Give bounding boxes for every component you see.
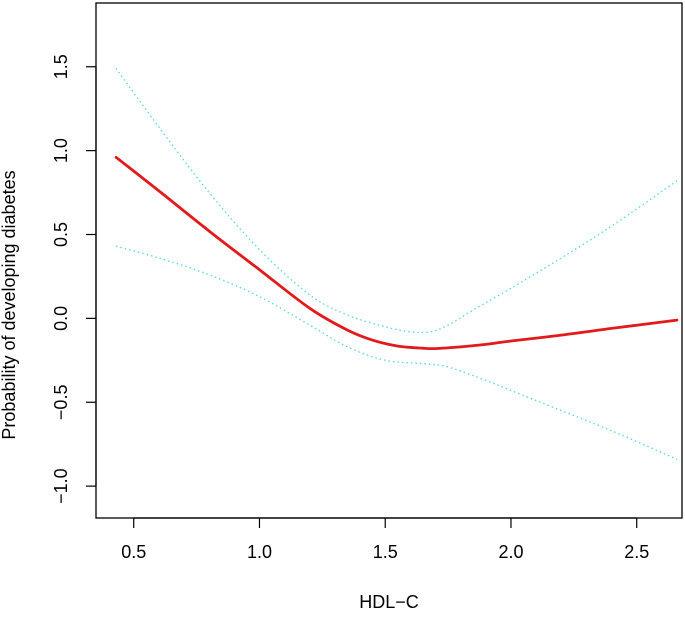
y-tick-label: 1.5 [51,54,71,79]
series-upper-ci-line [115,67,678,334]
x-tick-label: 0.5 [121,542,146,562]
x-tick-label: 2.5 [624,542,649,562]
y-tick-label: −1.0 [51,468,71,504]
x-tick-label: 2.0 [498,542,523,562]
y-tick-label: 1.0 [51,138,71,163]
x-axis-title: HDL−C [359,592,419,612]
y-tick-label: −0.5 [51,385,71,421]
series-estimate-line [114,155,679,351]
series-lower-ci-line [115,245,678,460]
curve-layer [114,67,679,460]
plot-frame [95,2,683,519]
y-axis-title: Probability of developing diabetes [0,170,19,439]
x-tick-label: 1.5 [373,542,398,562]
y-tick-label: 0.5 [51,222,71,247]
y-tick-label: 0.0 [51,306,71,331]
axes-layer: 0.5 1.0 1.5 2.0 2.5 −1.0 −0.5 0.0 0.5 1.0 1.5 [51,54,649,562]
x-tick-label: 1.0 [247,542,272,562]
